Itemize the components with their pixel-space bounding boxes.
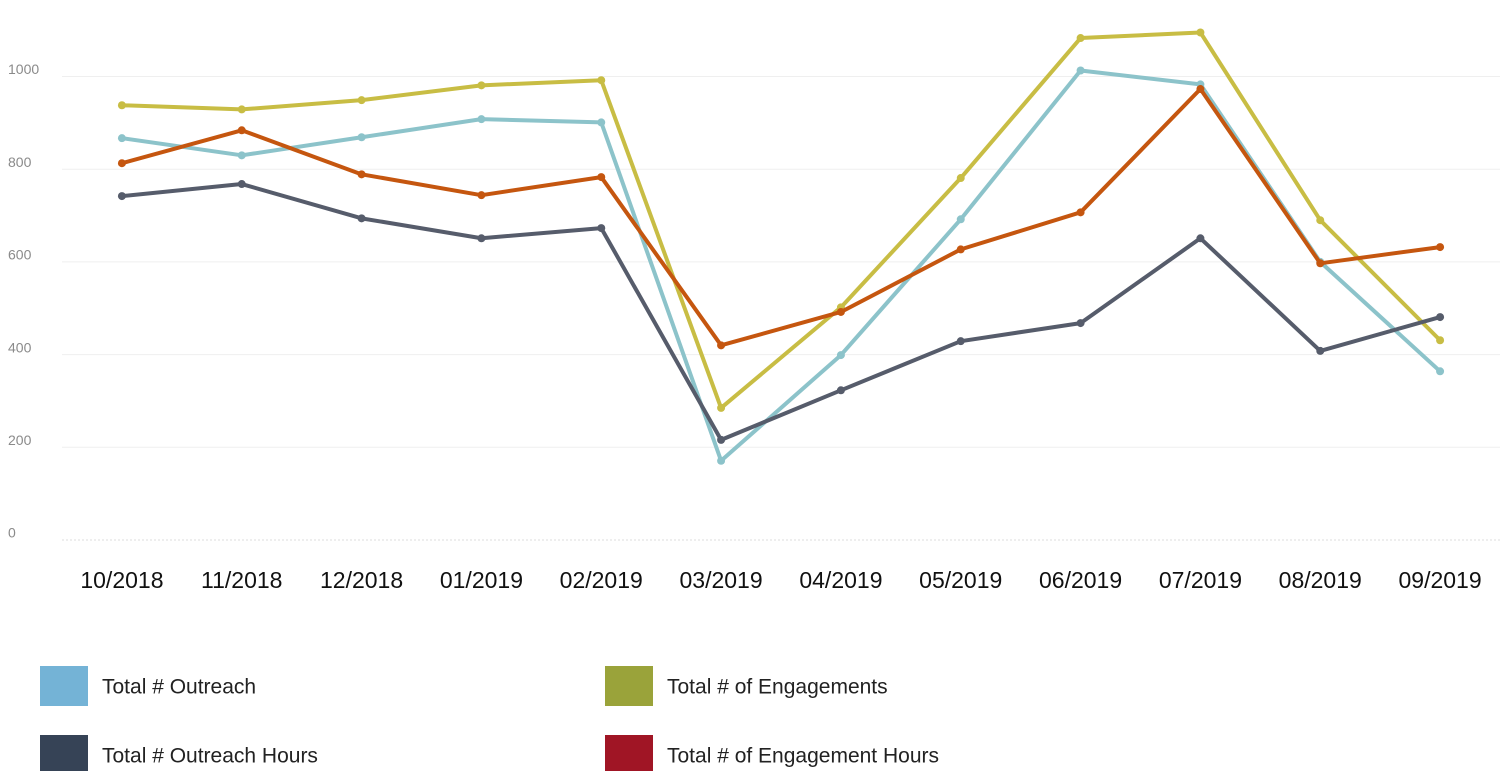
point [1196, 28, 1205, 37]
point [1196, 234, 1205, 243]
point [836, 351, 845, 360]
point [477, 234, 486, 243]
point [117, 101, 126, 110]
point [477, 115, 486, 124]
point [597, 118, 606, 127]
point [237, 126, 246, 135]
point [357, 96, 366, 105]
legend-swatch [605, 666, 653, 706]
y-tick-label: 200 [8, 432, 32, 448]
point [1316, 216, 1325, 225]
x-tick-label: 08/2019 [1279, 567, 1362, 593]
point [357, 133, 366, 142]
point [836, 386, 845, 395]
point [1436, 336, 1445, 345]
point [237, 151, 246, 160]
x-tick-label: 06/2019 [1039, 567, 1122, 593]
legend-label: Total # Outreach Hours [102, 745, 318, 768]
point [1076, 34, 1085, 43]
point [117, 192, 126, 201]
x-tick-label: 04/2019 [799, 567, 882, 593]
y-tick-label: 0 [8, 525, 16, 541]
point [477, 81, 486, 90]
x-tick-label: 01/2019 [440, 567, 523, 593]
series-line [121, 182, 1441, 442]
y-tick-label: 600 [8, 247, 32, 263]
point [1436, 313, 1445, 322]
x-tick-label: 07/2019 [1159, 567, 1242, 593]
point [1436, 367, 1445, 376]
x-tick-label: 05/2019 [919, 567, 1002, 593]
point [1076, 208, 1085, 217]
point [956, 174, 965, 183]
point [597, 76, 606, 85]
point [357, 214, 366, 223]
point [717, 403, 726, 412]
point [717, 435, 726, 444]
y-tick-label: 400 [8, 339, 32, 355]
point [117, 134, 126, 143]
legend-swatch [605, 735, 653, 771]
point [717, 341, 726, 350]
point [717, 456, 726, 465]
legend-swatch [40, 735, 88, 771]
point [1196, 85, 1205, 94]
point [1316, 259, 1325, 268]
y-tick-label: 1000 [8, 61, 39, 77]
point [1316, 346, 1325, 355]
x-tick-label: 03/2019 [680, 567, 763, 593]
point [1076, 319, 1085, 328]
x-tick-label: 09/2019 [1399, 567, 1482, 593]
point [597, 224, 606, 233]
point [117, 159, 126, 168]
legend-label: Total # of Engagement Hours [667, 745, 939, 768]
point [956, 337, 965, 346]
point [956, 215, 965, 224]
point [357, 170, 366, 179]
legend-swatch [40, 666, 88, 706]
legend-label: Total # of Engagements [667, 676, 888, 699]
point [237, 180, 246, 189]
point [597, 173, 606, 182]
series-line [121, 30, 1442, 410]
point [477, 191, 486, 200]
y-tick-label: 800 [8, 154, 32, 170]
x-tick-label: 11/2018 [201, 567, 282, 593]
x-tick-label: 10/2018 [80, 567, 163, 593]
point [836, 307, 845, 316]
x-tick-label: 02/2019 [560, 567, 643, 593]
series-line [121, 68, 1442, 463]
legend-label: Total # Outreach [102, 676, 256, 699]
point [237, 105, 246, 114]
point [1436, 243, 1445, 252]
point [1076, 66, 1085, 75]
point [956, 245, 965, 254]
series-line [121, 87, 1441, 348]
x-tick-label: 12/2018 [320, 567, 403, 593]
